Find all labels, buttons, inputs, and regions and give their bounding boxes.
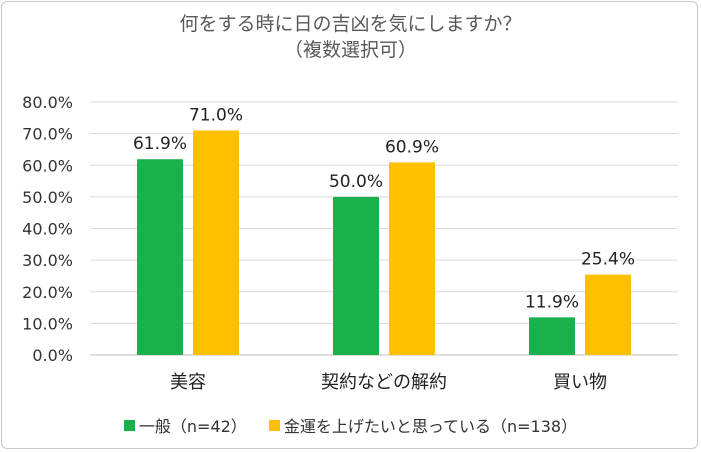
y-tick-label: 10.0% <box>22 314 73 333</box>
y-tick-label: 20.0% <box>22 283 73 302</box>
legend-label-general: 一般（n=42） <box>138 417 247 436</box>
data-label: 25.4% <box>581 250 635 270</box>
y-tick-label: 0.0% <box>32 346 73 365</box>
legend: 一般（n=42） 金運を上げたいと思っている（n=138） <box>0 413 701 437</box>
data-label: 50.0% <box>329 172 383 192</box>
bar <box>585 274 631 355</box>
bar <box>193 130 239 355</box>
bar <box>137 159 183 355</box>
y-tick-label: 60.0% <box>22 156 73 175</box>
chart-subtitle: （複数選択可） <box>283 39 417 61</box>
chart-title: 何をする時に日の吉凶を気にしますか？ <box>179 13 522 35</box>
bar <box>389 162 435 355</box>
y-tick-label: 40.0% <box>22 220 73 239</box>
data-label: 61.9% <box>133 134 187 154</box>
x-tick-label: 美容 <box>170 372 206 393</box>
legend-swatch-general <box>123 419 135 431</box>
bar <box>333 196 379 355</box>
y-tick-label: 50.0% <box>22 188 73 207</box>
y-tick-label: 30.0% <box>22 251 73 270</box>
data-label: 11.9% <box>525 292 579 312</box>
data-label: 60.9% <box>385 137 439 157</box>
y-tick-label: 80.0% <box>22 93 73 112</box>
x-tick-label: 買い物 <box>553 372 607 393</box>
x-tick-label: 契約などの解約 <box>321 372 447 393</box>
bar <box>529 317 575 355</box>
legend-item-general: 一般（n=42） <box>123 413 247 437</box>
legend-item-money-luck: 金運を上げたいと思っている（n=138） <box>268 413 578 437</box>
legend-label-money-luck: 金運を上げたいと思っている（n=138） <box>283 417 578 436</box>
legend-swatch-money-luck <box>268 419 280 431</box>
data-label: 71.0% <box>189 105 243 125</box>
y-tick-label: 70.0% <box>22 125 73 144</box>
